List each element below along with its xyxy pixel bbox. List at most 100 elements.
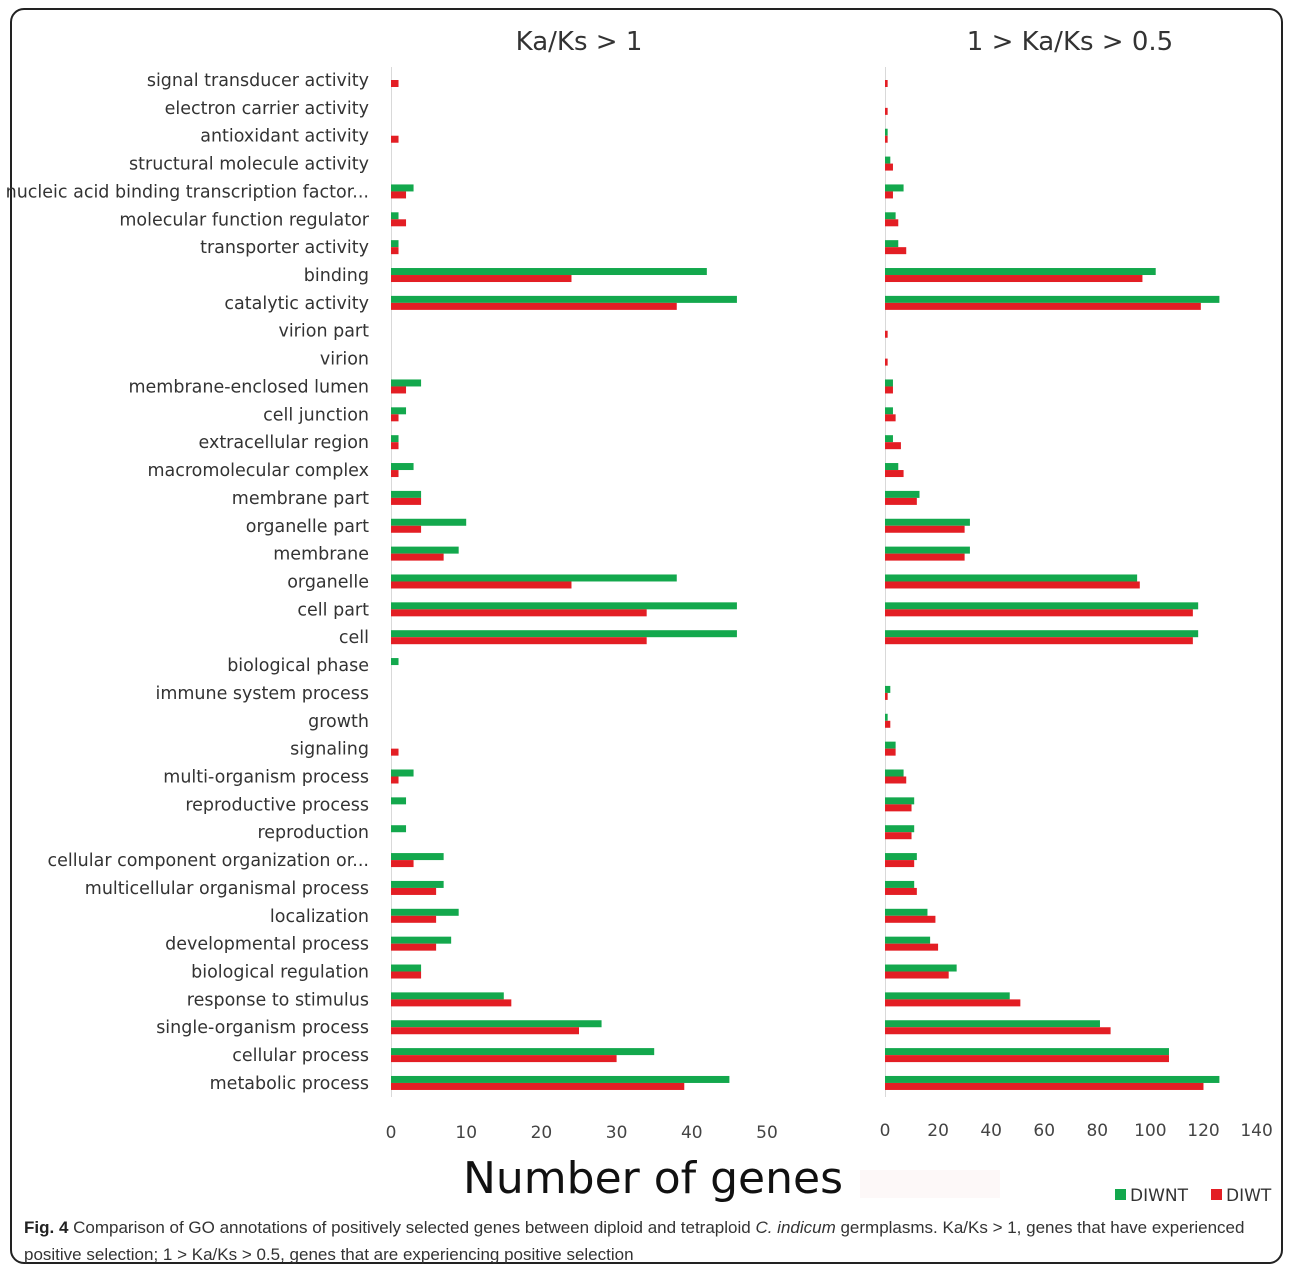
panel-2-bar-diwt-structural-molecule-activity (885, 163, 893, 171)
panel-1-tick-20: 20 (531, 1123, 553, 1143)
panel-2-bar-diwt-catalytic-activity (885, 302, 1201, 310)
panel-2-bar-diwt-reproduction (885, 832, 912, 840)
panel-1-tick-0: 0 (386, 1123, 397, 1143)
panel-2-bar-diwt-cell-junction (885, 414, 896, 422)
category-label-virion: virion (320, 350, 369, 370)
category-label-biological-phase: biological phase (227, 656, 369, 676)
panel-2-bar-diwnt-multicellular-organismal-process (885, 880, 915, 888)
legend-swatch-diwt (1211, 1189, 1222, 1200)
category-label-transporter-activity: transporter activity (200, 238, 369, 258)
panel-1-bar-diwnt-cell-part (391, 602, 737, 610)
panel-2-bar-diwnt-membrane (885, 546, 970, 554)
panel-1-bar-diwt-localization (391, 915, 437, 923)
panel-1-bar-diwnt-localization (391, 908, 459, 916)
panel-1-bar-diwt-binding (391, 275, 572, 283)
panel-2-bar-diwt-molecular-function-regulator (885, 219, 899, 227)
panel-2-bar-diwt-macromolecular-complex (885, 470, 904, 478)
panel-1-bar-diwt-membrane (391, 553, 444, 561)
figure-caption: Fig. 4 Comparison of GO annotations of p… (24, 1214, 1269, 1268)
legend-swatch-diwnt (1115, 1189, 1126, 1200)
panel-2-bar-diwt-growth (885, 720, 891, 728)
category-label-cell-junction: cell junction (263, 405, 369, 425)
bars (391, 80, 1220, 1090)
panel-2-bar-diwnt-antioxidant-activity (885, 128, 888, 136)
panel-1-bar-diwnt-developmental-process (391, 936, 452, 944)
panel-2-bar-diwnt-extracellular-region (885, 435, 893, 443)
panel-1-bar-diwnt-multicellular-organismal-process (391, 880, 444, 888)
panel-1-bar-diwt-multi-organism-process (391, 776, 399, 784)
panel-1-bar-diwnt-extracellular-region (391, 435, 399, 443)
panel-2-bar-diwt-virion-part (885, 330, 888, 338)
category-label-localization: localization (270, 907, 369, 927)
panel-2-bar-diwt-cell-part (885, 609, 1193, 617)
panel-1-bar-diwt-transporter-activity (391, 247, 399, 255)
panel-1-bar-diwnt-membrane-enclosed-lumen (391, 379, 422, 387)
chart-figure: Ka/Ks > 1 1 > Ka/Ks > 0.5 signal transduc… (6, 27, 1273, 1206)
panel-1-bar-diwt-catalytic-activity (391, 302, 677, 310)
panel-2-bar-diwnt-reproduction (885, 825, 915, 833)
panel-2-tick-120: 120 (1187, 1121, 1219, 1141)
category-label-reproductive-process: reproductive process (185, 795, 369, 815)
panel-2-bar-diwnt-binding (885, 268, 1156, 276)
panel-2-bar-diwt-organelle (885, 581, 1140, 589)
panel-1-tick-50: 50 (756, 1123, 778, 1143)
category-label-organelle: organelle (287, 572, 369, 592)
panel-2-bar-diwt-multicellular-organismal-process (885, 887, 917, 895)
panel-2-bar-diwnt-immune-system-process (885, 685, 891, 693)
category-label-extracellular-region: extracellular region (199, 433, 370, 453)
figure-frame (10, 8, 1283, 1264)
panel-2-bar-diwnt-cell-junction (885, 407, 893, 415)
panel-2-bar-diwt-multi-organism-process (885, 776, 907, 784)
panel-2-bar-diwt-organelle-part (885, 525, 965, 533)
panel-2-bar-diwnt-localization (885, 908, 928, 916)
panel-2-bar-diwt-cell (885, 637, 1193, 645)
category-label-multicellular-organismal-process: multicellular organismal process (85, 879, 369, 899)
panel-1-bar-diwt-organelle-part (391, 525, 422, 533)
panel-1-bar-diwt-cellular-component-organization-or (391, 860, 414, 868)
panel-1-bar-diwt-cell-part (391, 609, 647, 617)
category-label-catalytic-activity: catalytic activity (224, 294, 369, 314)
panel-1-bar-diwnt-biological-regulation (391, 964, 422, 972)
panel-2-tick-80: 80 (1086, 1121, 1108, 1141)
category-label-cellular-component-organization-or: cellular component organization or... (48, 851, 369, 871)
panel-2-bar-diwnt-signaling (885, 741, 896, 749)
panel-1-bar-diwnt-membrane (391, 546, 459, 554)
panel-2-tick-0: 0 (880, 1121, 891, 1141)
panel-2-bar-diwt-signaling (885, 748, 896, 756)
panel-1-bar-diwnt-multi-organism-process (391, 769, 414, 777)
panel-1-bar-diwnt-cell (391, 630, 737, 638)
panel-1-bar-diwt-molecular-function-regulator (391, 219, 407, 227)
panel-2-bar-diwt-antioxidant-activity (885, 135, 888, 143)
panel-1-bar-diwnt-biological-phase (391, 658, 399, 666)
panel-2-bar-diwt-transporter-activity (885, 247, 907, 255)
panel-1-bar-diwt-organelle (391, 581, 572, 589)
panel-1-bar-diwnt-organelle-part (391, 518, 467, 526)
x-axis-label: Number of genes (463, 1153, 843, 1204)
panel-2-tick-40: 40 (980, 1121, 1002, 1141)
panel-2-bar-diwnt-multi-organism-process (885, 769, 904, 777)
panel-1-bar-diwt-signal-transducer-activity (391, 80, 399, 87)
panel-1-bar-diwt-membrane-enclosed-lumen (391, 386, 407, 394)
panel-2-tick-20: 20 (927, 1121, 949, 1141)
panel-1-bar-diwnt-membrane-part (391, 490, 422, 498)
panel-1-bar-diwt-response-to-stimulus (391, 999, 512, 1007)
panel-2-bar-diwt-developmental-process (885, 943, 939, 951)
category-label-antioxidant-activity: antioxidant activity (200, 127, 369, 147)
panel-2-bar-diwnt-structural-molecule-activity (885, 156, 891, 164)
panel-2-bar-diwt-response-to-stimulus (885, 999, 1021, 1007)
panel-1-bar-diwt-signaling (391, 748, 399, 756)
panel-1-bar-diwnt-binding (391, 268, 707, 276)
panel-1-bar-diwt-biological-regulation (391, 971, 422, 979)
panel-2-bar-diwnt-membrane-part (885, 490, 920, 498)
panel-2-bar-diwt-virion (885, 358, 888, 366)
category-label-biological-regulation: biological regulation (191, 963, 369, 983)
panel-2-bar-diwnt-metabolic-process (885, 1075, 1220, 1083)
panel-2-bar-diwt-immune-system-process (885, 692, 888, 700)
panel-2-bar-diwnt-catalytic-activity (885, 295, 1220, 303)
category-label-cell-part: cell part (297, 600, 369, 620)
panel-1-bar-diwnt-cell-junction (391, 407, 407, 415)
panel-1-tick-10: 10 (455, 1123, 477, 1143)
panel-2-bar-diwt-membrane-part (885, 497, 917, 505)
panel-2-bar-diwt-extracellular-region (885, 442, 901, 450)
panel-titles: Ka/Ks > 1 1 > Ka/Ks > 0.5 (516, 27, 1174, 57)
